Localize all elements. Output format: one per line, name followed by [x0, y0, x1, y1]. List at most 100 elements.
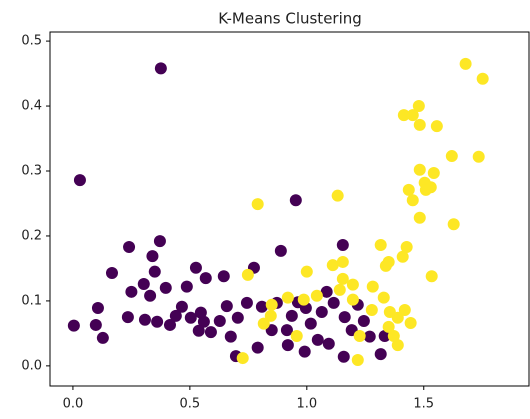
point — [327, 296, 340, 309]
point — [351, 354, 364, 367]
point — [310, 289, 323, 302]
point — [459, 57, 472, 70]
point — [274, 244, 287, 257]
point — [406, 194, 419, 207]
point — [298, 345, 311, 358]
point — [121, 311, 134, 324]
point — [472, 150, 485, 163]
point — [300, 265, 313, 278]
point — [412, 100, 425, 113]
point — [184, 311, 197, 324]
point — [281, 291, 294, 304]
point — [404, 316, 417, 329]
point — [387, 329, 400, 342]
point — [265, 324, 278, 337]
point — [138, 313, 151, 326]
point — [144, 289, 157, 302]
point — [73, 174, 86, 187]
point — [285, 309, 298, 322]
point — [304, 317, 317, 330]
y-tick-label: 0.3 — [21, 164, 42, 179]
point — [346, 293, 359, 306]
point — [396, 250, 409, 263]
point — [445, 150, 458, 163]
point — [402, 183, 415, 196]
x-tick-label: 0.5 — [180, 397, 201, 412]
point — [91, 302, 104, 315]
point — [89, 318, 102, 331]
point — [374, 348, 387, 361]
point — [337, 350, 350, 363]
point — [379, 259, 392, 272]
chart-title: K-Means Clustering — [218, 10, 362, 28]
point — [391, 339, 404, 352]
point — [357, 315, 370, 328]
point — [353, 329, 366, 342]
point — [382, 320, 395, 333]
point — [331, 189, 344, 202]
point — [105, 266, 118, 279]
point — [251, 341, 264, 354]
point — [338, 311, 351, 324]
point — [123, 240, 136, 253]
point — [199, 272, 212, 285]
point — [378, 329, 391, 342]
point — [204, 326, 217, 339]
point — [398, 304, 411, 317]
point — [257, 317, 270, 330]
point — [336, 255, 349, 268]
point — [151, 315, 164, 328]
point — [213, 315, 226, 328]
y-tick-label: 0.2 — [21, 228, 42, 243]
point — [236, 352, 249, 365]
point — [400, 240, 413, 253]
point — [365, 304, 378, 317]
point — [406, 109, 419, 122]
point — [220, 300, 233, 313]
point — [265, 298, 278, 311]
point — [315, 305, 328, 318]
point — [264, 309, 277, 322]
x-tick-label: 1.0 — [296, 397, 317, 412]
y-tick-label: 0.5 — [21, 34, 42, 49]
point — [224, 330, 237, 343]
point — [425, 270, 438, 283]
point — [447, 218, 460, 231]
point — [255, 300, 268, 313]
point — [180, 280, 193, 293]
point — [289, 194, 302, 207]
point — [326, 259, 339, 272]
point — [366, 280, 379, 293]
point — [397, 109, 410, 122]
point — [194, 306, 207, 319]
point — [231, 311, 244, 324]
y-tick-label: 0.1 — [21, 293, 42, 308]
point — [336, 239, 349, 252]
point — [377, 291, 390, 304]
point — [476, 72, 489, 85]
x-tick-label: 0.0 — [63, 397, 84, 412]
point — [290, 329, 303, 342]
point — [96, 331, 109, 344]
point — [363, 330, 376, 343]
point — [297, 293, 310, 306]
point — [336, 272, 349, 285]
point — [154, 62, 167, 75]
y-tick-label: 0.0 — [21, 358, 42, 373]
point — [413, 163, 426, 176]
point — [217, 270, 230, 283]
point — [280, 324, 293, 337]
point — [320, 285, 333, 298]
point — [240, 296, 253, 309]
point — [251, 198, 264, 211]
point — [311, 333, 324, 346]
point — [413, 211, 426, 224]
point — [430, 120, 443, 133]
point — [383, 305, 396, 318]
point — [346, 278, 359, 291]
point — [148, 265, 161, 278]
point — [153, 235, 166, 248]
point — [163, 318, 176, 331]
